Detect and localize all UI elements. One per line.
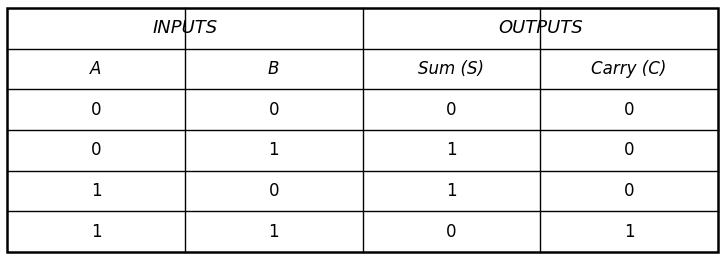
Text: 1: 1	[446, 182, 457, 200]
Text: 0: 0	[624, 141, 634, 159]
Text: INPUTS: INPUTS	[152, 19, 218, 37]
Text: A: A	[91, 60, 102, 78]
Text: 0: 0	[624, 101, 634, 119]
Text: 0: 0	[446, 223, 457, 241]
Text: 0: 0	[268, 182, 279, 200]
Text: Sum (S): Sum (S)	[418, 60, 484, 78]
Text: 1: 1	[624, 223, 634, 241]
Text: 1: 1	[268, 141, 279, 159]
Text: 0: 0	[446, 101, 457, 119]
Text: 0: 0	[624, 182, 634, 200]
Text: 1: 1	[91, 182, 102, 200]
Text: B: B	[268, 60, 279, 78]
Text: Carry (C): Carry (C)	[592, 60, 666, 78]
Text: 0: 0	[91, 141, 102, 159]
Text: 1: 1	[446, 141, 457, 159]
Text: OUTPUTS: OUTPUTS	[498, 19, 582, 37]
Text: 0: 0	[91, 101, 102, 119]
Text: 1: 1	[268, 223, 279, 241]
Text: 0: 0	[268, 101, 279, 119]
Text: 1: 1	[91, 223, 102, 241]
